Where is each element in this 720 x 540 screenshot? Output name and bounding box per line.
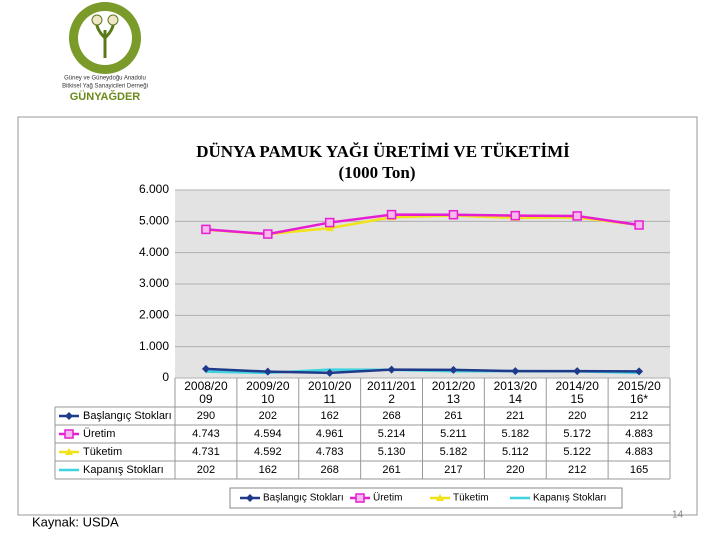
page-number: 14 bbox=[672, 510, 684, 521]
logo: Güney ve Güneydoğu Anadolu Bitkisel Yağ … bbox=[62, 2, 148, 103]
marker bbox=[573, 367, 582, 376]
marker bbox=[386, 209, 397, 220]
legend-label: Tüketim bbox=[453, 493, 489, 504]
table-value: 165 bbox=[630, 464, 648, 476]
table-value: 4.783 bbox=[316, 446, 344, 458]
row-label: Kapanış Stokları bbox=[83, 464, 164, 476]
chart-subtitle: (1000 Ton) bbox=[339, 163, 416, 182]
marker bbox=[572, 211, 582, 221]
legend-marker bbox=[246, 494, 254, 502]
legend-marker bbox=[65, 448, 73, 455]
x-tick-label: 2012/2013 bbox=[431, 379, 476, 406]
y-tick-label: 5.000 bbox=[139, 214, 169, 228]
table-value: 4.961 bbox=[316, 428, 344, 440]
table-value: 4.592 bbox=[254, 446, 282, 458]
org-name: Bitkisel Yağ Sanayicileri Derneği bbox=[62, 84, 148, 90]
x-tick-label: 2014/2015 bbox=[555, 379, 599, 406]
logo-cotton bbox=[91, 14, 103, 26]
table-value: 5.182 bbox=[502, 428, 530, 440]
table-value: 5.182 bbox=[440, 446, 468, 458]
org-name: Güney ve Güneydoğu Anadolu bbox=[64, 76, 146, 82]
table-value: 220 bbox=[568, 410, 586, 422]
marker bbox=[511, 367, 520, 376]
marker bbox=[263, 367, 272, 376]
y-tick-label: 3.000 bbox=[139, 276, 169, 290]
legend-marker bbox=[355, 493, 365, 503]
marker bbox=[449, 365, 458, 374]
row-label: Başlangıç Stokları bbox=[83, 410, 172, 422]
table-value: 4.731 bbox=[192, 446, 220, 458]
row-label: Tüketim bbox=[83, 446, 122, 458]
marker bbox=[448, 209, 459, 220]
x-tick-label: 2015/2016* bbox=[617, 379, 661, 406]
source: Kaynak: USDA bbox=[32, 514, 119, 529]
x-tick-label: 2008/2009 bbox=[184, 379, 228, 406]
table-value: 5.122 bbox=[563, 446, 591, 458]
y-tick-label: 0 bbox=[162, 370, 169, 384]
y-tick-label: 1.000 bbox=[139, 339, 169, 353]
table-value: 4.743 bbox=[192, 428, 220, 440]
table-value: 5.214 bbox=[378, 428, 406, 440]
legend-label: Başlangıç Stokları bbox=[263, 493, 344, 504]
table-value: 162 bbox=[321, 410, 339, 422]
x-tick-label: 2010/2011 bbox=[307, 379, 352, 406]
marker bbox=[635, 367, 644, 376]
marker bbox=[510, 210, 521, 221]
legend-marker bbox=[436, 494, 444, 501]
table-value: 5.130 bbox=[378, 446, 406, 458]
marker bbox=[324, 217, 335, 228]
legend-label: Üretim bbox=[373, 492, 402, 504]
legend-marker bbox=[65, 412, 73, 420]
table-value: 202 bbox=[197, 464, 215, 476]
table-value: 212 bbox=[568, 464, 586, 476]
table-value: 220 bbox=[506, 464, 524, 476]
table-value: 5.112 bbox=[502, 446, 529, 458]
marker bbox=[263, 229, 273, 239]
x-tick-label: 2013/2014 bbox=[493, 379, 537, 406]
table-value: 268 bbox=[321, 464, 339, 476]
table-value: 261 bbox=[444, 410, 462, 422]
series-line bbox=[205, 367, 640, 375]
logo-cotton bbox=[107, 14, 119, 26]
row-label: Üretim bbox=[83, 428, 115, 440]
table-value: 4.883 bbox=[625, 446, 653, 458]
marker bbox=[325, 368, 334, 377]
chart-title: DÜNYA PAMUK YAĞI ÜRETİMİ VE TÜKETİMİ bbox=[196, 142, 570, 161]
marker bbox=[634, 220, 644, 230]
y-tick-label: 2.000 bbox=[139, 308, 169, 322]
table-value: 5.172 bbox=[563, 428, 591, 440]
table-value: 202 bbox=[259, 410, 277, 422]
table-value: 4.883 bbox=[625, 428, 653, 440]
table-value: 261 bbox=[382, 464, 400, 476]
legend-label: Kapanış Stokları bbox=[533, 493, 606, 504]
y-tick-label: 6.000 bbox=[139, 182, 169, 196]
table-value: 162 bbox=[259, 464, 277, 476]
table-value: 217 bbox=[444, 464, 462, 476]
table-value: 221 bbox=[506, 410, 524, 422]
legend-marker bbox=[64, 429, 74, 439]
legend-box bbox=[229, 487, 623, 509]
table-value: 290 bbox=[197, 410, 215, 422]
marker bbox=[325, 224, 334, 232]
y-tick-label: 4.000 bbox=[139, 245, 169, 259]
marker bbox=[201, 224, 211, 235]
table-value: 212 bbox=[630, 410, 648, 422]
table-value: 5.211 bbox=[440, 428, 467, 440]
series-line bbox=[205, 213, 640, 236]
x-tick-label: 2011/2012 bbox=[366, 379, 417, 406]
table-value: 268 bbox=[382, 410, 400, 422]
marker bbox=[201, 364, 210, 373]
table-value: 4.594 bbox=[254, 428, 282, 440]
marker bbox=[387, 365, 396, 374]
x-tick-label: 2009/2010 bbox=[246, 379, 290, 406]
brand: GÜNYAĞDER bbox=[70, 90, 141, 103]
